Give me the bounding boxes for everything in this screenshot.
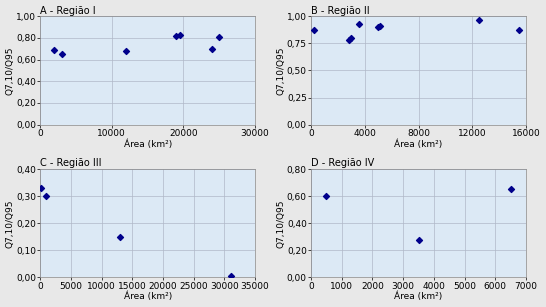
X-axis label: Área (km²): Área (km²) (123, 139, 172, 149)
Point (374, 25, 383, 29)
Text: D - Região IV: D - Região IV (311, 158, 374, 168)
Point (506, 187, 515, 192)
Point (310, 28, 318, 33)
Y-axis label: Q7,10/Q95: Q7,10/Q95 (5, 46, 15, 95)
Point (208, 46, 217, 51)
Point (345, 38, 353, 43)
Text: A - Região I: A - Região I (40, 6, 96, 16)
Y-axis label: Q7,10/Q95: Q7,10/Q95 (276, 199, 286, 247)
Point (42, 194, 51, 199)
Point (226, 274, 235, 278)
Point (322, 194, 331, 199)
Point (355, 21, 364, 26)
Text: B - Região II: B - Região II (311, 6, 370, 16)
Point (172, 33, 181, 38)
Point (375, 24, 384, 29)
Point (215, 34, 224, 39)
X-axis label: Área (km²): Área (km²) (394, 139, 443, 149)
X-axis label: Área (km²): Área (km²) (394, 292, 443, 301)
Point (414, 237, 423, 242)
Text: C - Região III: C - Região III (40, 158, 102, 168)
Y-axis label: Q7,10/Q95: Q7,10/Q95 (5, 199, 15, 247)
Point (474, 17, 483, 22)
X-axis label: Área (km²): Área (km²) (123, 292, 172, 301)
Y-axis label: Q7,10/Q95: Q7,10/Q95 (276, 46, 286, 95)
Point (122, 49, 130, 53)
Point (515, 28, 524, 33)
Point (37, 186, 46, 191)
Point (116, 234, 124, 239)
Point (175, 32, 184, 37)
Point (57, 52, 66, 57)
Point (347, 36, 355, 41)
Point (50, 48, 59, 52)
